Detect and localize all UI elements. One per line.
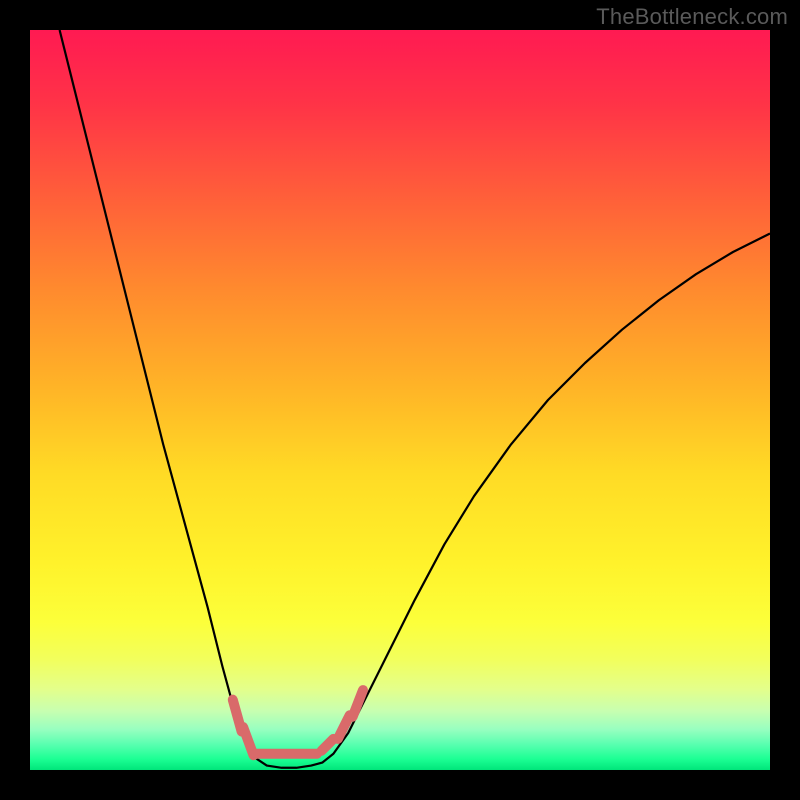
curve-layer [30, 30, 770, 770]
highlight-segment [353, 690, 363, 717]
highlight-segment [243, 727, 253, 755]
highlight-segment [338, 715, 350, 739]
plot-area [30, 30, 770, 770]
highlight-segment [322, 739, 334, 751]
watermark-text: TheBottleneck.com [596, 4, 788, 30]
bottleneck-curve [60, 30, 770, 768]
